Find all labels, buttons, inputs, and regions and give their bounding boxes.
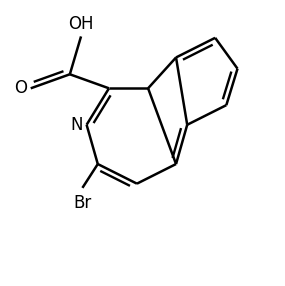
Text: OH: OH [68,15,94,33]
Text: O: O [15,79,27,97]
Text: N: N [71,116,83,134]
Text: Br: Br [73,194,91,212]
